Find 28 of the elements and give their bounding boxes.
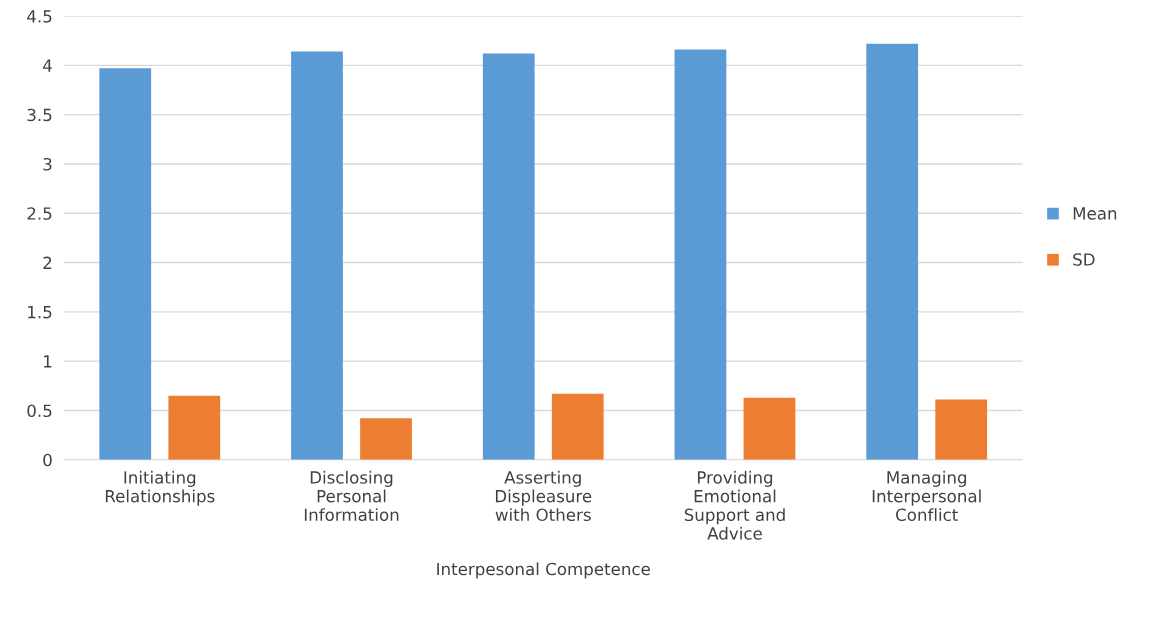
- bar: [360, 418, 412, 460]
- x-tick-label: Providing Emotional Support and Advice: [684, 470, 785, 540]
- legend-label: Mean: [1073, 207, 1117, 220]
- x-axis-title: Interpesonal Competence: [437, 562, 650, 579]
- y-tick-label: 3.5: [27, 108, 52, 122]
- bar: [551, 393, 604, 460]
- bar: [482, 53, 535, 460]
- y-tick-label: 4.5: [27, 10, 52, 23]
- x-tick-label: Asserting Displeasure with Others: [495, 470, 592, 522]
- bar: [99, 68, 152, 460]
- y-tick-label: 0.5: [27, 404, 52, 418]
- y-tick-label: 4: [43, 59, 52, 72]
- y-tick-label: 2: [43, 256, 52, 269]
- bar: [674, 49, 727, 460]
- x-tick-label: Initiating Relationships: [105, 470, 215, 506]
- y-tick-label: 2.5: [27, 207, 52, 220]
- x-tick-label: Managing Interpersonal Conflict: [872, 470, 981, 522]
- bar: [743, 397, 796, 460]
- legend-label: SD: [1073, 253, 1095, 266]
- y-tick-label: 1: [44, 355, 52, 368]
- bar: [935, 399, 988, 460]
- x-tick-label: Disclosing Personal Information: [304, 470, 399, 522]
- y-tick-label: 3: [43, 157, 52, 171]
- y-tick-label: 0: [43, 453, 52, 467]
- y-tick-label: 1.5: [28, 306, 52, 319]
- bar: [866, 43, 919, 460]
- bar: [291, 51, 343, 460]
- bar: [168, 395, 221, 460]
